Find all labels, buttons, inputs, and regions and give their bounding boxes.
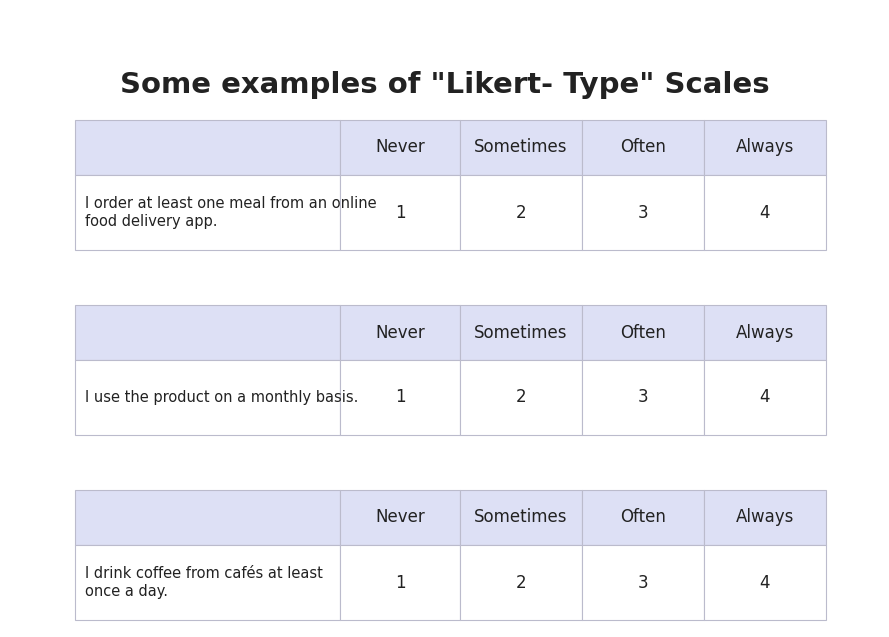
Text: Never: Never [375, 138, 425, 157]
Bar [460, 120, 582, 175]
Bar [340, 545, 460, 620]
Bar [75, 175, 340, 250]
Bar [460, 490, 582, 545]
Bar [460, 545, 582, 620]
Text: Often: Often [620, 138, 666, 157]
Text: Sometimes: Sometimes [474, 508, 568, 527]
Bar [75, 305, 340, 360]
Bar [704, 120, 826, 175]
Bar [460, 175, 582, 250]
Bar [582, 305, 704, 360]
Text: Always: Always [736, 138, 794, 157]
Text: 4: 4 [760, 389, 770, 406]
Text: 4: 4 [760, 573, 770, 592]
Text: Often: Often [620, 324, 666, 341]
Bar [75, 120, 340, 175]
Bar [582, 175, 704, 250]
Bar [75, 490, 340, 545]
Bar [582, 545, 704, 620]
Text: 1: 1 [395, 573, 405, 592]
Text: 2: 2 [516, 389, 526, 406]
Bar [582, 360, 704, 435]
Bar [340, 120, 460, 175]
Text: I use the product on a monthly basis.: I use the product on a monthly basis. [85, 390, 358, 405]
Text: 1: 1 [395, 203, 405, 222]
Text: I drink coffee from cafés at least
once a day.: I drink coffee from cafés at least once … [85, 566, 323, 599]
Text: 2: 2 [516, 573, 526, 592]
Bar [704, 305, 826, 360]
Text: Always: Always [736, 508, 794, 527]
Bar [704, 175, 826, 250]
Text: 3: 3 [637, 573, 648, 592]
Bar [704, 545, 826, 620]
Text: Some examples of "Likert- Type" Scales: Some examples of "Likert- Type" Scales [120, 71, 769, 99]
Bar [340, 490, 460, 545]
Text: Often: Often [620, 508, 666, 527]
Text: Sometimes: Sometimes [474, 138, 568, 157]
Text: 1: 1 [395, 389, 405, 406]
Text: Never: Never [375, 324, 425, 341]
Text: 4: 4 [760, 203, 770, 222]
Bar [704, 490, 826, 545]
Bar [704, 360, 826, 435]
Bar [340, 305, 460, 360]
Bar [460, 305, 582, 360]
Bar [460, 360, 582, 435]
Bar [582, 120, 704, 175]
Text: Sometimes: Sometimes [474, 324, 568, 341]
Text: 2: 2 [516, 203, 526, 222]
Bar [75, 360, 340, 435]
Bar [75, 545, 340, 620]
Bar [340, 360, 460, 435]
Bar [582, 490, 704, 545]
Bar [340, 175, 460, 250]
Text: 3: 3 [637, 203, 648, 222]
Text: Always: Always [736, 324, 794, 341]
Text: Never: Never [375, 508, 425, 527]
Text: I order at least one meal from an online
food delivery app.: I order at least one meal from an online… [85, 196, 377, 229]
Text: 3: 3 [637, 389, 648, 406]
